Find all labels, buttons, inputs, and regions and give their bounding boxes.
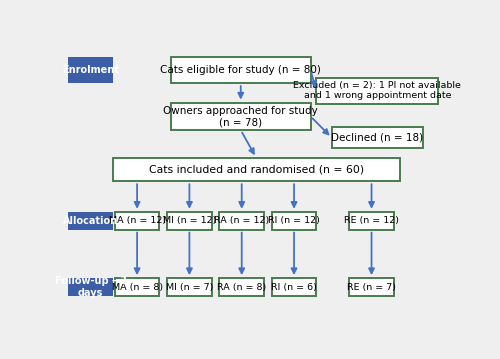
Text: Allocation: Allocation [63,216,118,226]
Text: Declined (n = 18): Declined (n = 18) [332,133,424,143]
FancyBboxPatch shape [220,212,264,230]
Text: RA (n = 8): RA (n = 8) [217,283,266,292]
Text: Follow-up – 3
days: Follow-up – 3 days [54,276,127,298]
Text: MI (n = 7): MI (n = 7) [166,283,213,292]
Text: RE (n = 12): RE (n = 12) [344,216,399,225]
Text: Enrolment: Enrolment [62,65,119,75]
Text: MI (n = 12): MI (n = 12) [162,216,216,225]
FancyBboxPatch shape [349,212,394,230]
FancyBboxPatch shape [167,278,212,296]
Text: RE (n = 7): RE (n = 7) [347,283,396,292]
Text: MA (n = 8): MA (n = 8) [112,283,162,292]
FancyBboxPatch shape [68,278,113,296]
FancyBboxPatch shape [272,278,316,296]
Text: MA (n = 12): MA (n = 12) [108,216,166,225]
Text: RA (n = 12): RA (n = 12) [214,216,270,225]
FancyBboxPatch shape [171,103,310,130]
FancyBboxPatch shape [167,212,212,230]
FancyBboxPatch shape [68,57,113,83]
Text: RI (n = 12): RI (n = 12) [268,216,320,225]
Text: Excluded (n = 2): 1 PI not available
and 1 wrong appointment date: Excluded (n = 2): 1 PI not available and… [294,81,462,101]
FancyBboxPatch shape [349,278,394,296]
FancyBboxPatch shape [113,158,400,181]
Text: Cats eligible for study (n = 80): Cats eligible for study (n = 80) [160,65,321,75]
Text: Owners approached for study
(n = 78): Owners approached for study (n = 78) [164,106,318,127]
Text: Cats included and randomised (n = 60): Cats included and randomised (n = 60) [148,164,364,174]
FancyBboxPatch shape [316,78,438,104]
Text: RI (n = 6): RI (n = 6) [271,283,317,292]
FancyBboxPatch shape [272,212,316,230]
FancyBboxPatch shape [332,127,423,148]
FancyBboxPatch shape [220,278,264,296]
FancyBboxPatch shape [68,212,113,230]
FancyBboxPatch shape [115,278,160,296]
FancyBboxPatch shape [115,212,160,230]
FancyBboxPatch shape [171,57,310,83]
